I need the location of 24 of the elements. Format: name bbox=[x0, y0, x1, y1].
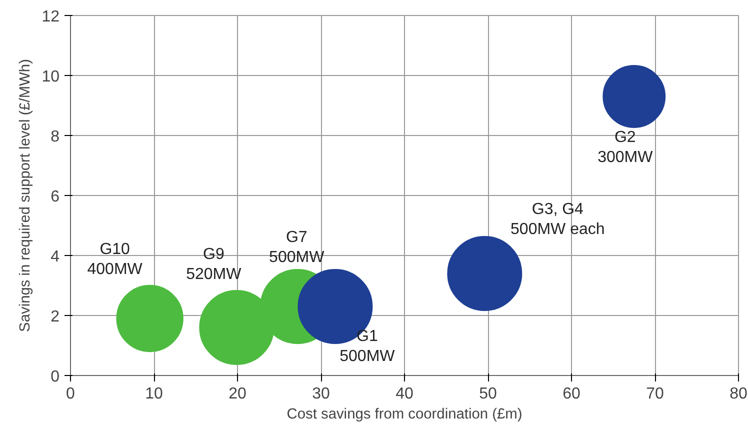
y-tick-label: 0 bbox=[50, 368, 60, 386]
x-tick-label: 80 bbox=[730, 386, 748, 402]
y-tick-label: 10 bbox=[42, 68, 60, 86]
x-tick-label: 0 bbox=[66, 386, 76, 402]
x-axis-title: Cost savings from coordination (£m) bbox=[286, 406, 522, 422]
y-tick-label: 12 bbox=[42, 8, 60, 26]
annotation: G10 400MW bbox=[87, 240, 144, 278]
y-axis-title: Savings in required support level (£/MWh) bbox=[18, 59, 34, 332]
x-tick-label: 10 bbox=[145, 386, 163, 402]
annotation: G3, G4 500MW each bbox=[510, 200, 605, 238]
x-tick-label: 30 bbox=[312, 386, 330, 402]
y-tick-label: 4 bbox=[50, 248, 60, 266]
y-tick-label: 8 bbox=[50, 128, 60, 146]
y-tick-label: 6 bbox=[50, 188, 60, 206]
y-tick-label: 2 bbox=[50, 308, 60, 326]
annotation: G2 300MW bbox=[598, 128, 654, 166]
x-tick-label: 50 bbox=[479, 386, 497, 402]
x-tick-label: 60 bbox=[562, 386, 580, 402]
x-tick-label: 20 bbox=[228, 386, 246, 402]
x-tick-label: 70 bbox=[646, 386, 664, 402]
x-tick-label: 40 bbox=[396, 386, 414, 402]
annotation: G9 520MW bbox=[186, 246, 242, 284]
annotation: G7 500MW bbox=[269, 228, 326, 266]
annotation: G1 500MW bbox=[340, 328, 396, 366]
